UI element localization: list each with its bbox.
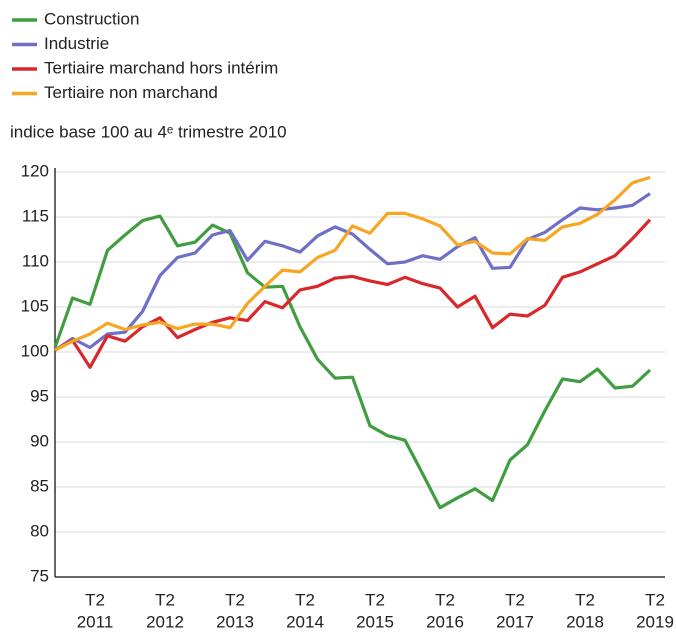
series-line (54, 175, 651, 352)
x-tick-label: T2 (365, 590, 385, 609)
x-tick-label: T2 (295, 590, 315, 609)
legend-label: Construction (44, 9, 139, 28)
y-tick-label: 95 (30, 386, 49, 405)
y-tick-label: 115 (22, 206, 49, 225)
x-tick-label: T2 (435, 590, 455, 609)
series-line (53, 214, 652, 510)
y-tick-label: 120 (21, 161, 49, 180)
x-tick-label: 2014 (286, 612, 324, 631)
legend-label: Tertiaire non marchand (44, 83, 218, 102)
y-tick-label: 80 (30, 521, 49, 540)
x-tick-label: T2 (225, 590, 245, 609)
x-tick-label: 2015 (356, 612, 394, 631)
y-tick-label: 110 (22, 251, 49, 270)
y-tick-label: 75 (30, 566, 49, 585)
x-tick-label: 2017 (496, 612, 534, 631)
x-tick-label: T2 (155, 590, 175, 609)
x-tick-label: 2012 (146, 612, 184, 631)
y-tick-label: 100 (21, 341, 49, 360)
x-tick-label: T2 (575, 590, 595, 609)
x-tick-label: 2013 (216, 612, 254, 631)
chart-subtitle: indice base 100 au 4ᵉ trimestre 2010 (10, 122, 287, 141)
x-tick-label: T2 (85, 590, 105, 609)
series-line (54, 218, 652, 369)
x-tick-label: 2018 (566, 612, 604, 631)
y-tick-label: 85 (30, 476, 49, 495)
series-line (54, 192, 651, 352)
legend-label: Tertiaire marchand hors intérim (44, 58, 278, 77)
y-tick-label: 90 (30, 431, 49, 450)
x-tick-label: T2 (505, 590, 525, 609)
x-tick-label: 2016 (426, 612, 464, 631)
x-tick-label: T2 (645, 590, 665, 609)
x-tick-label: 2011 (77, 612, 114, 631)
x-tick-label: 2019 (636, 612, 674, 631)
y-tick-label: 105 (21, 296, 49, 315)
legend-label: Industrie (44, 34, 109, 53)
